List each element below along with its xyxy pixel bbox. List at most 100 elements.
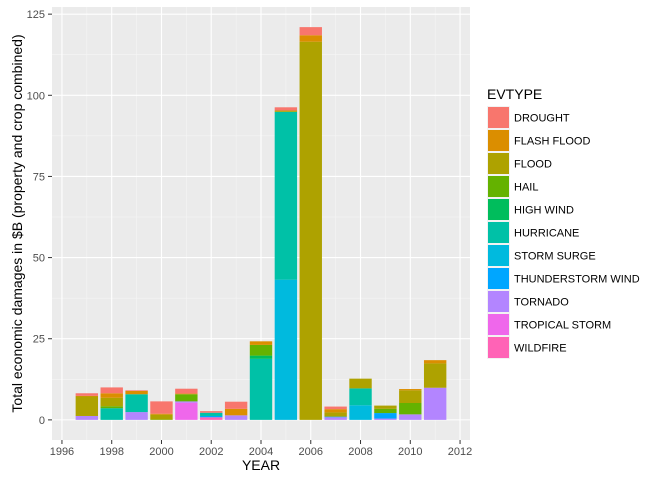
bar-2005-flood [274,110,298,112]
bar-1997-flood [75,396,99,416]
legend: EVTYPE DROUGHT FLASH FLOOD FLOOD HAIL HIGH W… [487,86,640,359]
legend-swatch-hail [488,176,509,197]
bar-2011-tornado [423,387,447,420]
legend-swatch-hurricane [488,222,509,243]
y-tick-label: 0 [39,415,45,427]
bar-2004-hurricane [249,358,273,420]
x-tick-label: 2012 [448,446,472,458]
bar-2006-flash-flood [299,35,322,42]
bar-1999-drought [125,390,148,391]
bar-1997-tornado [75,415,99,420]
legend-swatch-flash-flood [488,130,509,151]
bar-1999-hurricane [125,394,148,413]
x-axis: 1996 1998 2000 2002 2004 2006 2008 2010 2012 [50,440,472,458]
y-tick-label: 100 [27,90,45,102]
bar-2010-flash-flood [399,389,422,391]
bar-2009-tornado [374,418,397,420]
bars [75,27,447,420]
y-axis-title: Total economic damages in $B (property a… [9,34,25,412]
bar-2010-tornado [399,414,422,420]
legend-label-hurricane: HURRICANE [514,228,579,240]
bar-2004-flash-flood [249,341,273,345]
bar-2001-drought [175,388,198,394]
legend-label-thunderstorm-wind: THUNDERSTORM WIND [514,274,640,286]
y-axis: 0 25 50 75 100 125 [27,9,52,427]
x-tick-label: 2010 [398,446,422,458]
bar-2011-flash-flood [423,360,447,364]
legend-label-high-wind: HIGH WIND [514,205,574,217]
bar-1998-flash-flood [100,393,123,398]
legend-swatch-tropical-storm [488,314,509,335]
legend-label-flood: FLOOD [514,159,552,171]
bar-2002-drought [200,411,223,413]
bar-2001-tornado [175,401,198,403]
bar-2001-tropical-storm [175,402,198,420]
legend-title: EVTYPE [487,86,542,102]
bar-1997-drought [75,393,99,396]
legend-swatch-drought [488,107,509,128]
bar-2000-drought [150,401,173,414]
bar-1998-hail [100,406,123,409]
legend-swatch-storm-surge [488,245,509,266]
bar-2008-hurricane [349,388,372,406]
bar-1999-tornado [125,412,148,420]
x-tick-label: 1996 [50,446,74,458]
x-tick-label: 1998 [99,446,123,458]
bar-2007-flood [324,412,347,417]
x-tick-label: 2006 [299,446,323,458]
x-tick-label: 2008 [348,446,372,458]
bar-2004-high-wind [249,355,273,359]
legend-swatch-tornado [488,291,509,312]
bar-2002-wildfire [200,417,223,420]
bar-2001-flash-flood [175,393,198,395]
legend-label-flash-flood: FLASH FLOOD [514,136,590,148]
bar-2002-hurricane [200,412,223,416]
bar-2007-drought [324,406,347,410]
x-axis-title: YEAR [242,457,280,473]
bar-1997-flash-flood [75,395,99,397]
bar-1999-flash-flood [125,390,148,395]
bar-2010-hail [399,402,422,415]
y-tick-label: 75 [33,171,45,183]
bar-2009-flood [374,405,397,409]
bar-2004-hail [249,344,273,356]
bar-2009-hail [374,408,397,414]
legend-label-drought: DROUGHT [514,113,570,125]
bar-2008-storm-surge [349,405,372,420]
bar-2002-thunderstorm-wind [200,415,223,418]
bar-2009-thunderstorm-wind [374,413,397,419]
legend-label-wildfire: WILDFIRE [514,343,567,355]
legend-swatch-wildfire [488,337,509,358]
bar-2007-thunderstorm-wind [324,416,347,418]
bar-2007-flash-flood [324,409,347,413]
y-tick-label: 125 [27,9,45,21]
y-tick-label: 50 [33,253,45,265]
bar-2003-drought [224,401,248,409]
bar-1998-hurricane [100,408,123,420]
legend-swatch-flood [488,153,509,174]
bar-2000-flash-flood [150,413,173,415]
legend-swatch-high-wind [488,199,509,220]
legend-items: DROUGHT FLASH FLOOD FLOOD HAIL HIGH WIND HURR… [487,106,640,359]
bar-2001-hail [175,394,198,402]
bar-2005-hurricane [274,111,298,280]
x-tick-label: 2004 [249,446,273,458]
bar-2011-flood [423,363,447,388]
legend-label-storm-surge: STORM SURGE [514,251,596,263]
legend-label-tornado: TORNADO [514,297,569,309]
x-tick-label: 2000 [149,446,173,458]
bar-1998-flood [100,397,123,407]
bar-2007-tornado [324,417,347,420]
bar-2005-drought [274,107,298,111]
bar-2006-drought [299,27,322,36]
bar-2006-flood [299,41,322,420]
legend-label-tropical-storm: TROPICAL STORM [514,320,611,332]
bar-2005-storm-surge [274,279,298,420]
bar-2003-flash-flood [224,408,248,416]
bar-2008-flood [349,378,372,389]
bar-2010-flood [399,390,422,403]
bar-2000-flood [150,414,173,420]
bar-1998-drought [100,387,123,394]
y-tick-label: 25 [33,334,45,346]
